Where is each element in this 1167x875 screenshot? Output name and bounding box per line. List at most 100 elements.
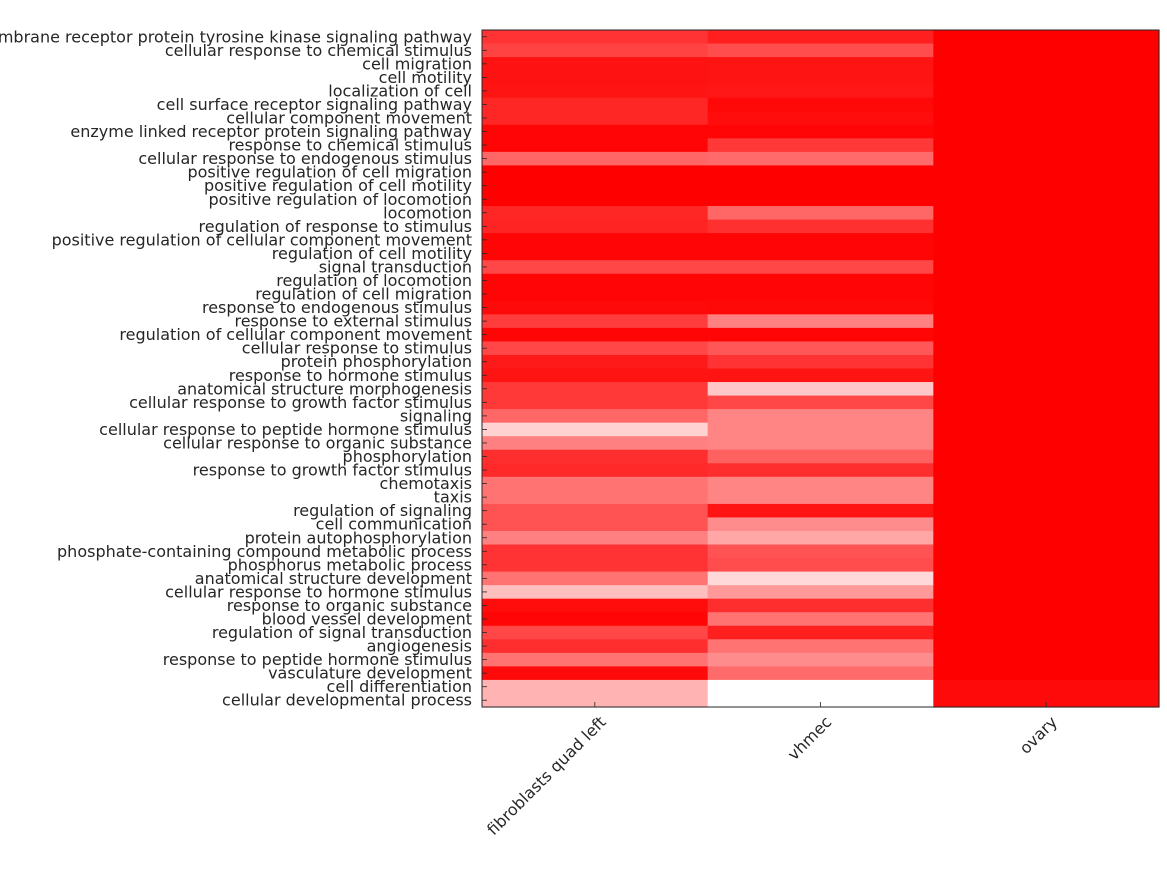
heatmap-cell [707, 409, 934, 424]
y-tick-label: cellular developmental process [222, 691, 472, 710]
heatmap-cell [933, 151, 1160, 166]
heatmap-cell [707, 612, 934, 627]
heatmap-cell [933, 558, 1160, 573]
y-tick-label: phosphorus metabolic process [228, 555, 472, 574]
heatmap-cell [707, 476, 934, 491]
heatmap-cell [707, 246, 934, 261]
y-tick-label: regulation of signal transduction [212, 623, 472, 642]
y-tick-label: regulation of cell motility [272, 244, 472, 263]
heatmap-cell [933, 246, 1160, 261]
y-tick-label: anatomical structure morphogenesis [177, 379, 472, 398]
y-tick-label: cellular response to endogenous stimulus [138, 149, 472, 168]
y-tick-label: cellular response to hormone stimulus [165, 582, 472, 601]
heatmap-cell [707, 571, 934, 586]
x-tick-label: fibroblasts quad left [483, 712, 610, 839]
heatmap-cell [933, 327, 1160, 343]
heatmap-cell [482, 327, 709, 343]
heatmap-cell [482, 585, 709, 600]
y-tick-label: localization of cell [328, 81, 472, 100]
heatmap-cell [933, 192, 1160, 207]
heatmap-cell [482, 476, 709, 491]
heatmap-cell [482, 490, 709, 505]
y-tick-label: signaling [400, 406, 472, 425]
heatmap-cell [707, 490, 934, 505]
y-tick-label: cellular component movement [226, 109, 472, 128]
heatmap-cell [933, 138, 1160, 153]
heatmap-cell [933, 84, 1160, 99]
heatmap-cell [482, 138, 709, 153]
heatmap-cell [482, 84, 709, 99]
heatmap-cell [707, 84, 934, 99]
heatmap-cell [933, 585, 1160, 600]
heatmap-cell [707, 327, 934, 343]
heatmap-cell [707, 368, 934, 383]
heatmap-cell [933, 70, 1160, 85]
y-tick-label: vasculature development [268, 664, 472, 683]
heatmap-cell [482, 530, 709, 546]
heatmap-cell [482, 206, 709, 221]
y-tick-label: response to chemical stimulus [228, 136, 472, 155]
y-tick-label: cell motility [379, 68, 472, 87]
heatmap-cell [707, 666, 934, 681]
heatmap-cell [933, 97, 1160, 112]
heatmap-cell [707, 449, 934, 464]
y-tick-label: cell communication [316, 515, 472, 534]
heatmap-cell [933, 260, 1160, 275]
heatmap-cell [482, 625, 709, 640]
heatmap-cell [933, 165, 1160, 180]
heatmap-cell [933, 219, 1160, 234]
y-tick-label: regulation of cell migration [255, 285, 472, 304]
heatmap-cell [707, 693, 934, 708]
y-tick-label: phosphorylation [343, 447, 472, 466]
heatmap-cell [707, 111, 934, 126]
x-axis-labels: fibroblasts quad left vhmec ovary [483, 702, 1061, 839]
heatmap-cell [707, 652, 934, 667]
heatmap-cell [933, 57, 1160, 72]
heatmap-cell [482, 354, 709, 370]
heatmap-cell [482, 97, 709, 112]
y-tick-label: angiogenesis [367, 637, 472, 656]
heatmap-cell [933, 43, 1160, 58]
heatmap-cell [482, 558, 709, 573]
y-tick-label: blood vessel development [262, 609, 472, 628]
y-tick-label: cellular response to stimulus [242, 339, 472, 358]
y-tick-label: cellular response to growth factor stimu… [129, 393, 472, 412]
heatmap-cell [482, 571, 709, 586]
heatmap-cell [482, 314, 709, 329]
heatmap-cell [707, 43, 934, 58]
heatmap-cell [707, 178, 934, 194]
heatmap-cell [933, 382, 1160, 397]
x-tick-label: vhmec [784, 712, 836, 764]
heatmap-cell [482, 43, 709, 58]
heatmap-cell [933, 517, 1160, 532]
y-tick-label: response to growth factor stimulus [193, 461, 472, 480]
heatmap-cell [707, 273, 934, 288]
heatmap-cell [707, 585, 934, 600]
heatmap-cell [482, 260, 709, 275]
y-tick-label: positive regulation of cellular componen… [52, 230, 472, 249]
heatmap-cell [933, 111, 1160, 126]
heatmap-cell [707, 679, 934, 695]
heatmap-cell [707, 354, 934, 370]
heatmap-cell [482, 639, 709, 654]
y-tick-label: response to hormone stimulus [229, 366, 472, 385]
heatmap-cell [482, 273, 709, 288]
heatmap-cell [933, 544, 1160, 559]
y-tick-label: anatomical structure development [195, 569, 472, 588]
heatmap-cells [482, 30, 1160, 708]
heatmap-cell [482, 192, 709, 207]
y-tick-label: cellular response to chemical stimulus [165, 41, 472, 60]
heatmap-cell [482, 30, 709, 45]
heatmap-cell [933, 314, 1160, 329]
heatmap-cell [707, 314, 934, 329]
heatmap-cell [933, 693, 1160, 708]
heatmap-cell [482, 368, 709, 383]
y-tick-label: response to external stimulus [234, 312, 472, 331]
heatmap-cell [482, 449, 709, 464]
y-tick-label: response to organic substance [227, 596, 472, 615]
heatmap-cell [707, 219, 934, 234]
heatmap-cell [707, 598, 934, 613]
heatmap-cell [933, 206, 1160, 221]
heatmap-cell [933, 368, 1160, 383]
